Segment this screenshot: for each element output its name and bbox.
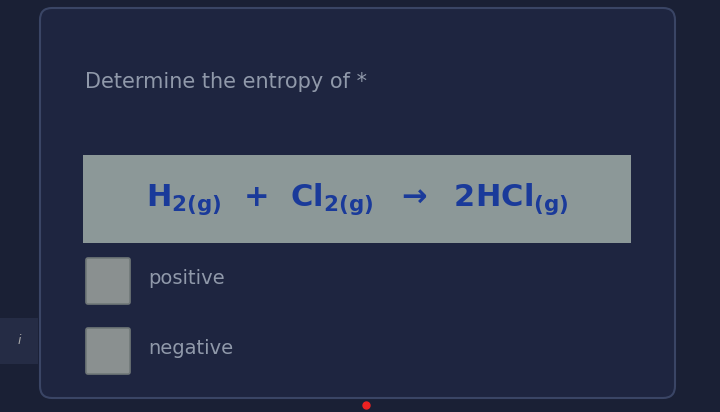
Text: i: i	[17, 335, 21, 347]
Text: $\mathbf{H_{2(g)}}$  $\mathbf{+}$  $\mathbf{Cl_{2(g)}}$  $\mathbf{\rightarrow}$ : $\mathbf{H_{2(g)}}$ $\mathbf{+}$ $\mathb…	[145, 181, 568, 217]
Text: Determine the entropy of *: Determine the entropy of *	[85, 72, 367, 92]
Text: negative: negative	[148, 339, 233, 358]
FancyBboxPatch shape	[83, 155, 631, 243]
Text: positive: positive	[148, 269, 225, 288]
FancyBboxPatch shape	[0, 318, 38, 364]
FancyBboxPatch shape	[86, 258, 130, 304]
FancyBboxPatch shape	[86, 328, 130, 374]
FancyBboxPatch shape	[40, 8, 675, 398]
